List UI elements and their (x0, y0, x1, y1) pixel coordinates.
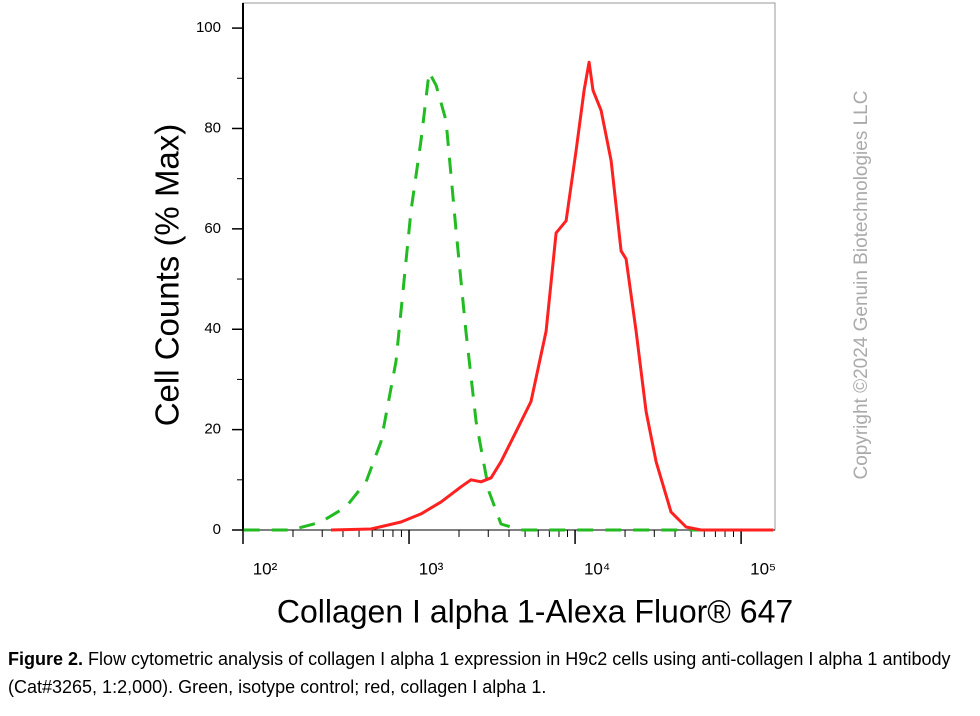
y-tick-label: 80 (204, 119, 221, 136)
x-tick-label: 10⁵ (750, 559, 776, 578)
y-tick-label: 40 (204, 320, 221, 337)
x-axis-label: Collagen I alpha 1-Alexa Fluor® 647 (277, 593, 793, 629)
figure-caption: Figure 2. Flow cytometric analysis of co… (8, 645, 974, 701)
x-tick-label: 10³ (419, 559, 444, 578)
y-tick-label: 100 (196, 19, 221, 36)
y-axis-label: Cell Counts (% Max) (149, 124, 186, 427)
plot-frame (242, 2, 776, 531)
caption-label: Figure 2. (8, 649, 84, 669)
series-line (243, 70, 774, 532)
y-tick-label: 0 (213, 521, 221, 538)
watermark: Copyright ©2024 Genuin Biotechnologies L… (851, 91, 872, 480)
x-tick-label: 10⁴ (584, 559, 610, 578)
x-tick-label: 10² (253, 559, 278, 578)
chart: Cell Counts (% Max) Collagen I alpha 1-A… (149, 2, 872, 629)
y-tick-label: 60 (204, 220, 221, 237)
series-line (330, 60, 774, 532)
caption-text: Flow cytometric analysis of collagen I a… (8, 649, 951, 697)
y-tick-label: 20 (204, 421, 221, 438)
